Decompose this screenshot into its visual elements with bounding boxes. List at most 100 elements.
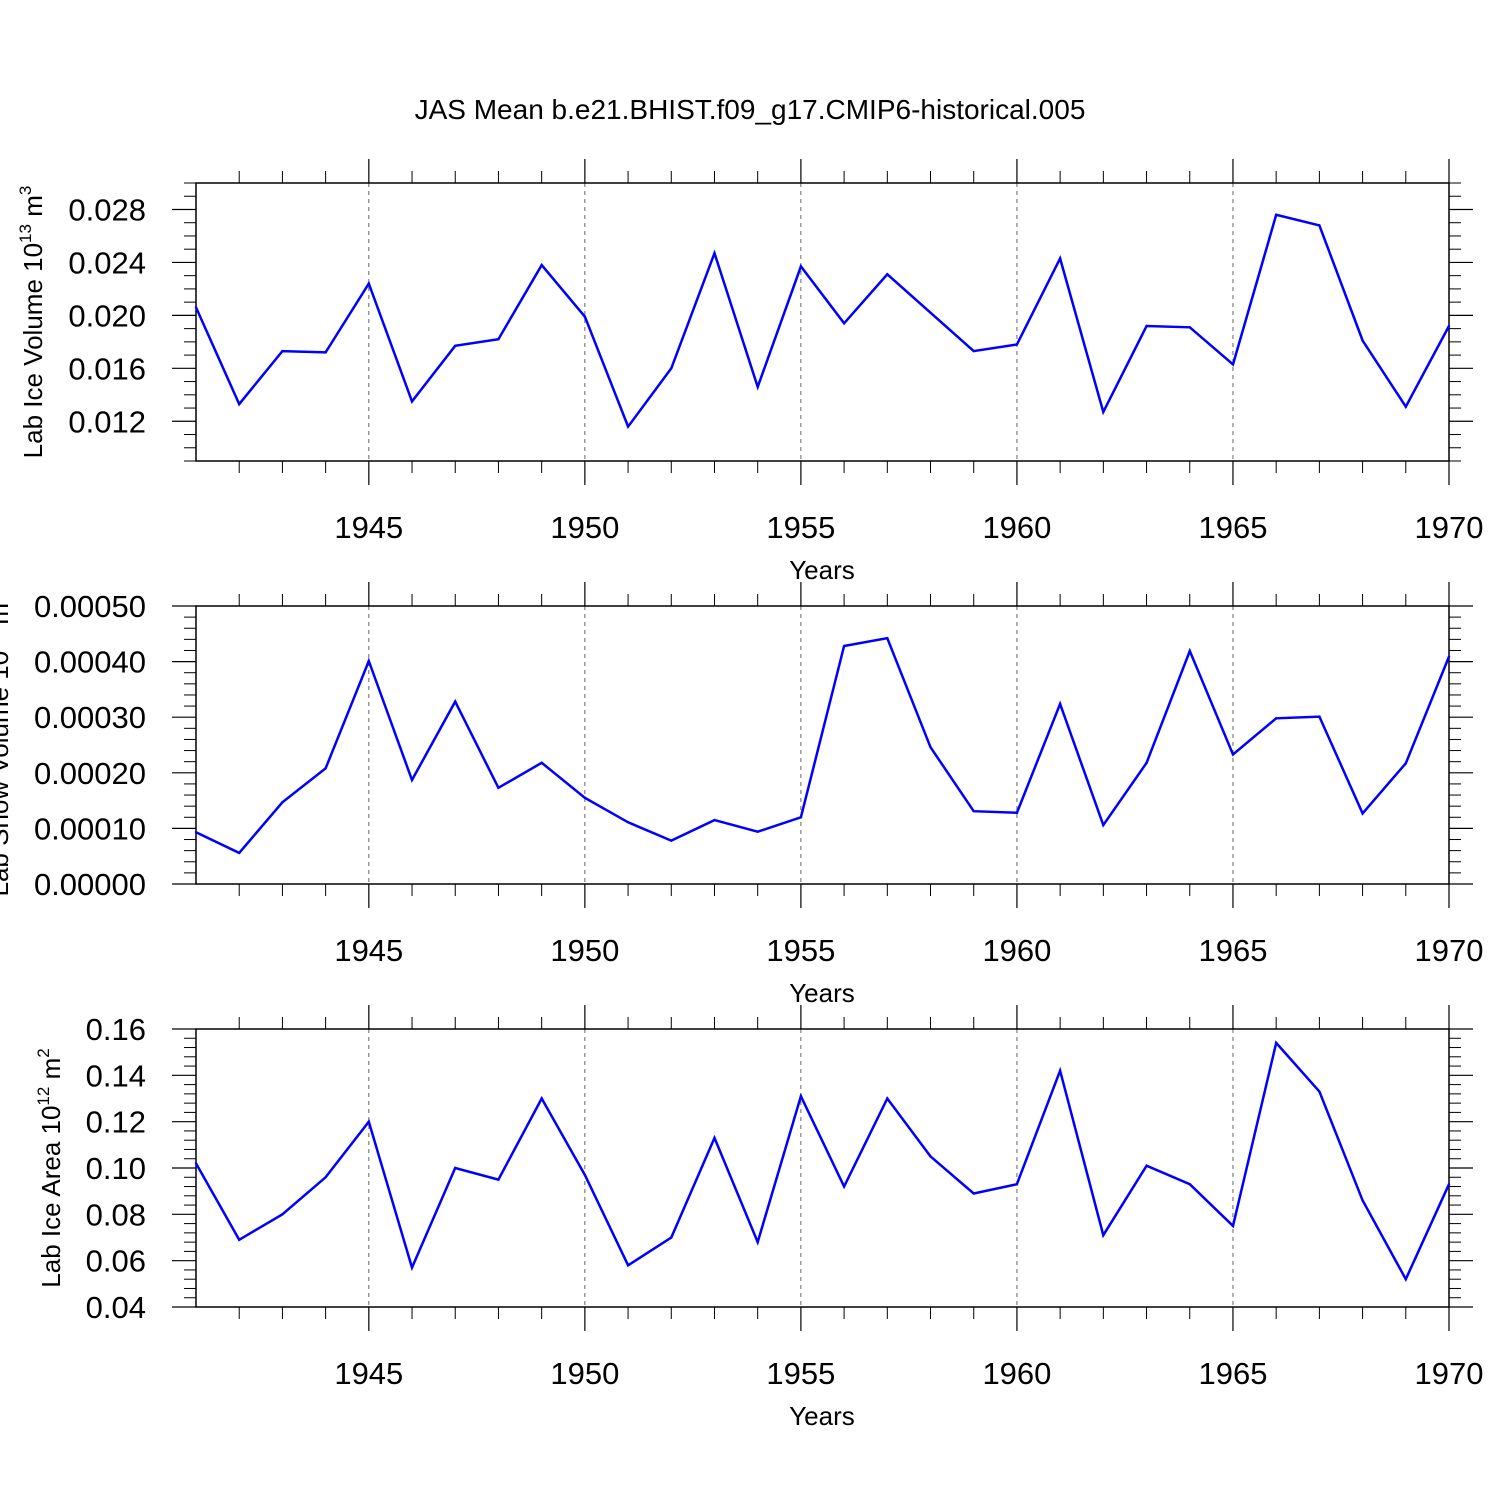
plot-frame	[195, 182, 1450, 462]
series-line	[194, 213, 1451, 430]
x-tick-label-1945: 1945	[334, 1356, 403, 1391]
y-axis-title-exponent: 13	[0, 632, 1, 651]
data-point-1962	[1102, 1233, 1105, 1237]
data-point-1955	[799, 1094, 803, 1098]
data-point-1958	[929, 1155, 932, 1158]
y-axis-title-main: Lab Ice Volume 10	[18, 243, 48, 458]
data-point-1951	[626, 821, 630, 824]
data-point-1969	[1404, 405, 1407, 408]
data-point-1969	[1404, 1278, 1407, 1281]
data-point-1957	[886, 273, 889, 276]
y-axis-title-main: Lab Ice Area 10	[36, 1106, 66, 1288]
y-axis-title-unit-exponent: 3	[0, 593, 1, 602]
x-tick-label-1950: 1950	[550, 933, 619, 968]
y-tick-label-0.00020: 0.00020	[34, 756, 146, 791]
data-point-1953	[713, 1136, 716, 1140]
data-point-1955	[799, 265, 803, 268]
y-tick-label-0.00050: 0.00050	[34, 589, 146, 624]
data-point-1963	[1145, 761, 1148, 764]
data-point-1957	[886, 1097, 889, 1100]
data-point-1965	[1231, 1224, 1235, 1228]
y-tick-label-0.16: 0.16	[86, 1012, 146, 1047]
data-point-1969	[1404, 762, 1407, 765]
data-point-1948	[497, 1178, 500, 1181]
x-tick-label-1960: 1960	[982, 933, 1051, 968]
data-point-1964	[1188, 326, 1191, 329]
data-point-1944	[324, 351, 327, 354]
x-axis-title: Years	[789, 978, 855, 1008]
y-axis-title-main: Lab Snow Volume 10	[0, 651, 14, 897]
data-point-1948	[497, 338, 500, 341]
data-point-1949	[540, 1097, 543, 1100]
x-tick-label-1970: 1970	[1415, 510, 1484, 545]
y-axis-title-unit-exponent: 3	[16, 186, 35, 195]
data-point-1960	[1015, 343, 1019, 346]
data-point-1955	[799, 816, 803, 819]
series-line	[195, 636, 1451, 855]
data-point-1968	[1361, 339, 1364, 342]
y-axis-title: Lab Ice Volume 1013 m3	[16, 186, 48, 459]
y-tick-label-0.12: 0.12	[86, 1105, 146, 1140]
data-point-1946	[410, 1266, 414, 1269]
data-point-1949	[540, 761, 543, 764]
data-point-1941	[194, 831, 198, 834]
x-tick-label-1950: 1950	[550, 510, 619, 545]
data-point-1947	[454, 1166, 457, 1170]
x-tick-label-1965: 1965	[1198, 933, 1267, 968]
y-tick-label-0.14: 0.14	[86, 1058, 146, 1093]
data-point-1948	[497, 786, 500, 790]
data-point-1956	[842, 644, 846, 648]
data-point-1959	[972, 809, 975, 813]
data-point-1961	[1058, 257, 1062, 260]
x-tick-label-1960: 1960	[982, 1356, 1051, 1391]
data-point-1944	[324, 1176, 327, 1179]
data-point-1962	[1102, 823, 1105, 827]
y-tick-label-0.00040: 0.00040	[34, 645, 146, 680]
data-point-1963	[1145, 324, 1148, 328]
data-point-1956	[842, 322, 846, 325]
data-point-1960	[1015, 1183, 1019, 1186]
data-point-1963	[1145, 1164, 1148, 1167]
data-point-1944	[324, 767, 327, 770]
data-point-1942	[238, 402, 241, 406]
data-point-1956	[842, 1185, 846, 1188]
y-tick-label-0.10: 0.10	[86, 1151, 146, 1186]
data-point-1966	[1274, 213, 1278, 216]
data-point-1945	[367, 1120, 371, 1123]
x-tick-label-1955: 1955	[766, 510, 835, 545]
y-tick-label-0.024: 0.024	[68, 245, 146, 280]
x-tick-label-1945: 1945	[334, 933, 403, 968]
y-tick-label-0.00000: 0.00000	[34, 867, 146, 902]
y-axis-title-unit-exponent: 2	[34, 1048, 53, 1057]
data-point-1952	[670, 367, 673, 370]
data-point-1960	[1015, 811, 1019, 815]
data-point-1962	[1102, 410, 1105, 414]
x-tick-label-1970: 1970	[1415, 933, 1484, 968]
data-point-1957	[886, 637, 889, 640]
panel-2: 1945 1950 1955 1960 1965 1970 Years 0.00000 0.00…	[0, 582, 1483, 1008]
data-point-1965	[1231, 363, 1235, 366]
data-point-1941	[194, 306, 198, 309]
data-point-1967	[1318, 224, 1321, 227]
data-point-1964	[1188, 1183, 1191, 1186]
data-point-1970	[1447, 1183, 1451, 1186]
data-point-1968	[1361, 812, 1364, 815]
x-tick-label-1955: 1955	[766, 933, 835, 968]
series-line	[194, 1040, 1451, 1282]
x-tick-label-1955: 1955	[766, 1356, 835, 1391]
y-axis-title-unit: m	[36, 1058, 66, 1087]
y-axis-title-unit: m	[18, 195, 48, 224]
data-point-1967	[1318, 715, 1321, 718]
data-point-1952	[670, 839, 673, 842]
y-tick-label-0.04: 0.04	[86, 1290, 146, 1325]
x-tick-label-1960: 1960	[982, 510, 1051, 545]
x-tick-label-1950: 1950	[550, 1356, 619, 1391]
y-axis-title: Lab Ice Area 1012 m2	[34, 1048, 66, 1287]
data-point-1950	[583, 1173, 587, 1177]
data-point-1968	[1361, 1199, 1364, 1202]
plot-frame	[195, 605, 1450, 885]
data-point-1953	[713, 818, 716, 822]
data-point-1959	[972, 349, 975, 353]
data-point-1959	[972, 1192, 975, 1195]
